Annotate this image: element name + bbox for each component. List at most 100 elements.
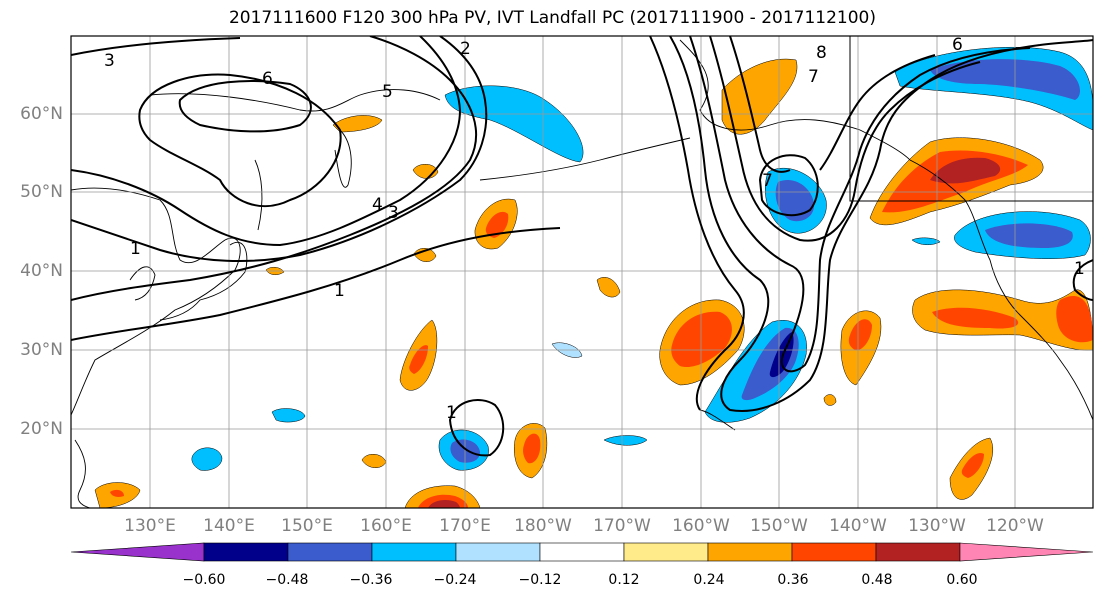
negative-patch-alaska-core [930,59,1080,100]
colorbar-tick-label-036: 0.36 [777,572,809,588]
positive-patch-jp-core [485,211,509,238]
colorbar-segment [287,542,373,562]
lon-label-150e: 150°E [281,516,333,536]
contour-label-6-ne: 6 [952,35,963,55]
colorbar-segment [203,542,289,562]
contour-label-1-cutoff: 1 [446,403,457,423]
colorbar-segment [791,542,877,562]
contour-label-1-south: 1 [334,281,345,301]
colorbar-tick-label-neg012: −0.12 [518,572,562,588]
lon-label-130e: 130°E [124,516,176,536]
pv-contour-trough-c [709,36,981,242]
lat-label-30n: 30°N [20,340,63,360]
colorbar-segment [623,542,709,562]
lat-label-20n: 20°N [20,419,63,439]
positive-patch-east-edge [1056,296,1093,343]
ivt-fill-layer [94,46,1093,508]
colorbar-segment [371,542,457,562]
pv-contour-6-ring [178,80,312,133]
colorbar-segment [875,542,961,562]
figure-title: 2017111600 F120 300 hPa PV, IVT Landfall… [228,8,876,28]
colorbar-segment [455,542,541,562]
region-box [849,36,1093,202]
pv-contour-trough-d [729,36,936,173]
pv-contour-east-edge [1072,259,1093,301]
colorbar-tick-label-neg024: −0.24 [433,572,477,588]
contour-label-8: 8 [816,43,827,63]
coast-philippines [74,439,91,508]
positive-patch-kamchatka [332,115,383,133]
positive-patch-alaska-gulf [721,58,798,135]
colorbar-extend-high [959,542,1094,562]
lat-label-60n: 60°N [20,104,63,124]
contour-label-2: 2 [460,39,471,59]
coast-kamchatka [334,129,352,188]
contour-label-1-east: 1 [1074,259,1085,279]
pv-contour-trough-b [689,36,1031,373]
negative-patch-gulf [444,85,584,163]
lon-label-130w: 130°W [908,516,966,536]
lon-label-120w: 120°W [986,516,1044,536]
pv-contour-1-north [71,36,478,301]
lon-label-140w: 140°W [829,516,887,536]
contour-label-3-nw: 3 [104,51,115,71]
coast-asia [71,187,241,416]
negative-patch-small-1 [191,447,223,471]
coast-nw-america [909,159,1093,421]
contour-label-4: 4 [372,195,383,215]
pv-contour-trough-e [649,36,745,411]
coast-aleutians [479,137,691,181]
pv-contour-low-ring [758,154,819,217]
colorbar-segment [707,542,793,562]
negative-patch-small-2 [271,408,306,423]
pv-contour-3-ring [138,73,342,208]
lat-label-50n: 50°N [20,182,63,202]
map-frame [70,35,1094,509]
colorbar-tick-label-neg048: −0.48 [265,572,309,588]
negative-patch-small-4 [603,435,648,446]
coast-japan [159,242,248,321]
colorbar-tick-label-024: 0.24 [693,572,725,588]
pv-contour-trough-a [669,36,1093,412]
lon-label-170w: 170°W [593,516,651,536]
colorbar-tick-label-048: 0.48 [861,572,893,588]
lon-label-180w: 180°W [514,516,572,536]
lon-label-160w: 160°W [672,516,730,536]
lon-label-170e: 170°E [439,516,491,536]
positive-patch-nw-coast-core [930,157,1001,184]
coastline-layer [71,39,1093,508]
contour-label-3-mid: 3 [388,203,399,223]
contour-label-6: 6 [262,69,273,89]
positive-patch-w3-peak [428,500,460,508]
positive-patch-sw-core [110,489,124,497]
lon-label-160e: 160°E [360,516,412,536]
coast-alaska [679,39,911,161]
pv-contour-3-outer [71,36,488,263]
colorbar-extend-low [70,542,205,562]
positive-patch-ssw-core [848,319,872,351]
coast-sakhalin [254,159,263,231]
pv-contour-4 [71,36,462,247]
positive-patch-small-f [823,394,837,406]
colorbar-tick-label-neg036: −0.36 [349,572,393,588]
positive-patch-w2-core [523,433,541,464]
negative-patch-small-5 [911,237,941,245]
pv-contour-1-west [71,227,561,341]
lat-label-40n: 40°N [20,261,63,281]
negative-patch-low-core [775,180,815,222]
positive-patch-east-core [932,307,1019,329]
positive-patch-small-c [596,277,621,298]
contour-label-1-west: 1 [130,239,141,259]
colorbar-segment [539,542,625,562]
negative-patch-west-us-core [985,223,1073,248]
contour-label-5: 5 [382,82,393,102]
pv-contour-layer [71,36,1093,457]
graticule [71,36,1093,508]
colorbar-tick-label-060: 0.60 [946,572,978,588]
coast-siberia [149,89,441,112]
positive-patch-central-core [671,311,732,368]
colorbar-tick-label-012: 0.12 [608,572,640,588]
lon-label-140e: 140°E [203,516,255,536]
positive-patch-w1-core [409,345,428,374]
